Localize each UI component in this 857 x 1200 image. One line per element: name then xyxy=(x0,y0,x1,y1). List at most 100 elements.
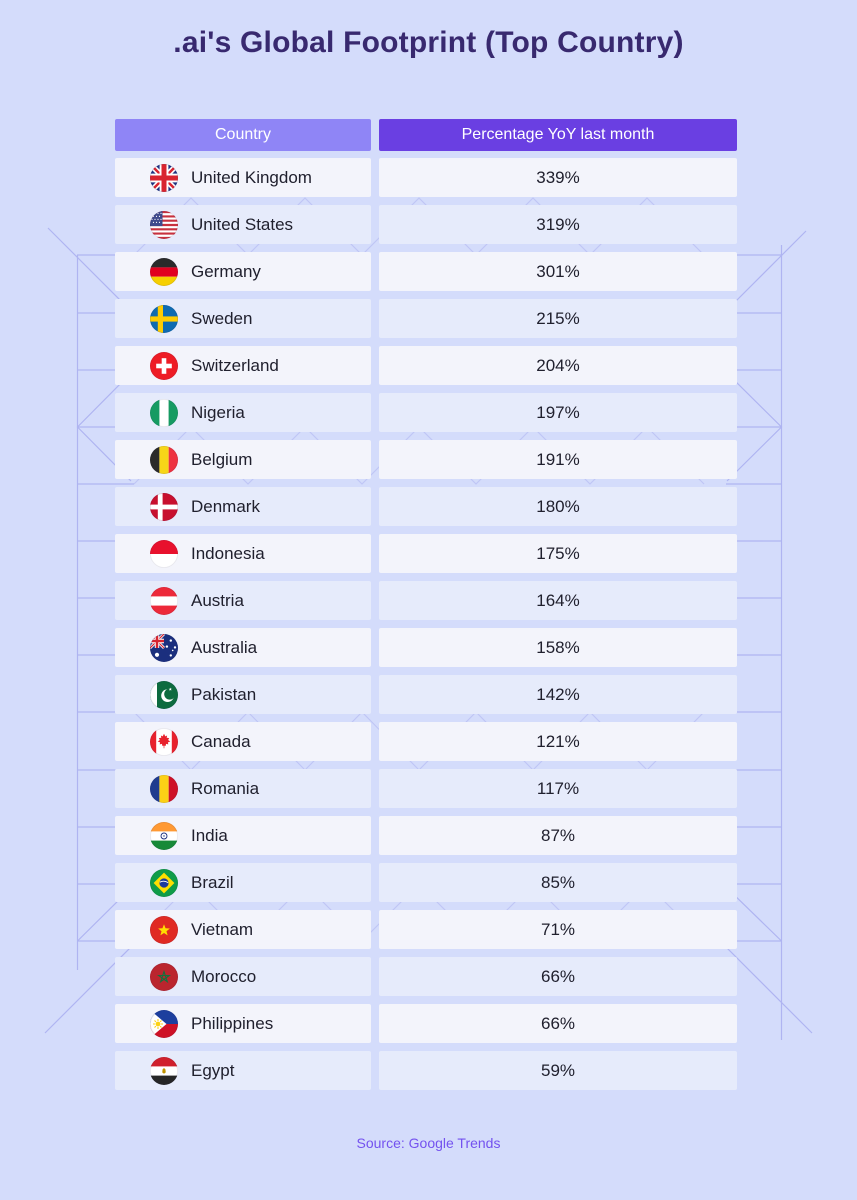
table-row: Austria 164% xyxy=(115,581,737,620)
country-label: Egypt xyxy=(191,1060,235,1080)
percentage-cell: 121% xyxy=(379,722,737,761)
flag-austria-icon xyxy=(150,586,178,615)
country-cell: Pakistan xyxy=(115,675,371,714)
percentage-cell: 117% xyxy=(379,769,737,808)
country-cell: Brazil xyxy=(115,863,371,902)
percentage-cell: 142% xyxy=(379,675,737,714)
country-label: Pakistan xyxy=(191,684,257,704)
table-row: Germany 301% xyxy=(115,252,737,291)
country-label: Austria xyxy=(191,590,244,610)
country-label: United Kingdom xyxy=(191,167,312,187)
percentage-cell: 191% xyxy=(379,440,737,479)
flag-sweden-icon xyxy=(150,304,178,333)
country-cell: Australia xyxy=(115,628,371,667)
column-header-percentage: Percentage YoY last month xyxy=(379,119,737,151)
country-cell: Egypt xyxy=(115,1051,371,1090)
percentage-cell: 59% xyxy=(379,1051,737,1090)
country-cell: Indonesia xyxy=(115,534,371,573)
table-row: India 87% xyxy=(115,816,737,855)
percentage-cell: 301% xyxy=(379,252,737,291)
table-row: Switzerland 204% xyxy=(115,346,737,385)
percentage-value: 158% xyxy=(536,637,580,657)
country-label: Switzerland xyxy=(191,355,279,375)
country-cell: Sweden xyxy=(115,299,371,338)
country-cell: Philippines xyxy=(115,1004,371,1043)
flag-switzerland-icon xyxy=(150,351,178,380)
country-cell: Austria xyxy=(115,581,371,620)
country-label: Philippines xyxy=(191,1013,274,1033)
country-cell: India xyxy=(115,816,371,855)
table-row: Morocco 66% xyxy=(115,957,737,996)
country-label: India xyxy=(191,825,228,845)
percentage-value: 301% xyxy=(536,261,580,281)
source-note: Source: Google Trends xyxy=(356,1135,501,1151)
country-label: Romania xyxy=(191,778,260,798)
table-row: Philippines 66% xyxy=(115,1004,737,1043)
table-row: Pakistan 142% xyxy=(115,675,737,714)
country-table: Country Percentage YoY last month United… xyxy=(115,119,737,1098)
table-body: United Kingdom 339% United States 319% Germa… xyxy=(115,158,737,1090)
country-label: Canada xyxy=(191,731,251,751)
percentage-value: 204% xyxy=(536,355,580,375)
country-label: Brazil xyxy=(191,872,234,892)
percentage-value: 121% xyxy=(536,731,580,751)
flag-philippines-icon xyxy=(150,1009,178,1038)
flag-united-states-icon xyxy=(150,210,178,239)
table-row: Sweden 215% xyxy=(115,299,737,338)
table-row: Australia 158% xyxy=(115,628,737,667)
table-row: United States 319% xyxy=(115,205,737,244)
flag-indonesia-icon xyxy=(150,539,178,568)
country-label: Vietnam xyxy=(191,919,254,939)
table-row: Egypt 59% xyxy=(115,1051,737,1090)
country-cell: Romania xyxy=(115,769,371,808)
table-row: Romania 117% xyxy=(115,769,737,808)
table-row: Denmark 180% xyxy=(115,487,737,526)
percentage-value: 180% xyxy=(536,496,580,516)
flag-canada-icon xyxy=(150,727,178,756)
page-title: .ai's Global Footprint (Top Country) xyxy=(173,26,684,59)
table-row: Indonesia 175% xyxy=(115,534,737,573)
country-label: Morocco xyxy=(191,966,257,986)
table-row: Nigeria 197% xyxy=(115,393,737,432)
percentage-value: 215% xyxy=(536,308,580,328)
percentage-value: 164% xyxy=(536,590,580,610)
percentage-value: 87% xyxy=(540,825,576,845)
flag-morocco-icon xyxy=(150,962,178,991)
country-cell: Morocco xyxy=(115,957,371,996)
percentage-cell: 66% xyxy=(379,957,737,996)
country-label: Indonesia xyxy=(191,543,265,563)
table-row: Vietnam 71% xyxy=(115,910,737,949)
country-label: Belgium xyxy=(191,449,253,469)
country-cell: Denmark xyxy=(115,487,371,526)
country-cell: United States xyxy=(115,205,371,244)
country-cell: Switzerland xyxy=(115,346,371,385)
percentage-value: 197% xyxy=(536,402,580,422)
flag-germany-icon xyxy=(150,257,178,286)
percentage-value: 85% xyxy=(540,872,576,892)
flag-australia-icon xyxy=(150,633,178,662)
country-label: Germany xyxy=(191,261,261,281)
country-cell: United Kingdom xyxy=(115,158,371,197)
flag-united-kingdom-icon xyxy=(150,163,178,192)
percentage-cell: 87% xyxy=(379,816,737,855)
flag-vietnam-icon xyxy=(150,915,178,944)
percentage-cell: 66% xyxy=(379,1004,737,1043)
percentage-value: 71% xyxy=(540,919,576,939)
country-cell: Vietnam xyxy=(115,910,371,949)
percentage-value: 191% xyxy=(536,449,580,469)
country-label: Sweden xyxy=(191,308,253,328)
percentage-value: 59% xyxy=(540,1060,576,1080)
percentage-cell: 319% xyxy=(379,205,737,244)
table-row: Brazil 85% xyxy=(115,863,737,902)
column-header-country: Country xyxy=(115,119,371,151)
percentage-value: 339% xyxy=(536,167,580,187)
country-cell: Germany xyxy=(115,252,371,291)
table-row: Canada 121% xyxy=(115,722,737,761)
country-label: Nigeria xyxy=(191,402,245,422)
percentage-cell: 215% xyxy=(379,299,737,338)
percentage-value: 175% xyxy=(536,543,580,563)
percentage-value: 142% xyxy=(536,684,580,704)
percentage-cell: 197% xyxy=(379,393,737,432)
table-row: United Kingdom 339% xyxy=(115,158,737,197)
